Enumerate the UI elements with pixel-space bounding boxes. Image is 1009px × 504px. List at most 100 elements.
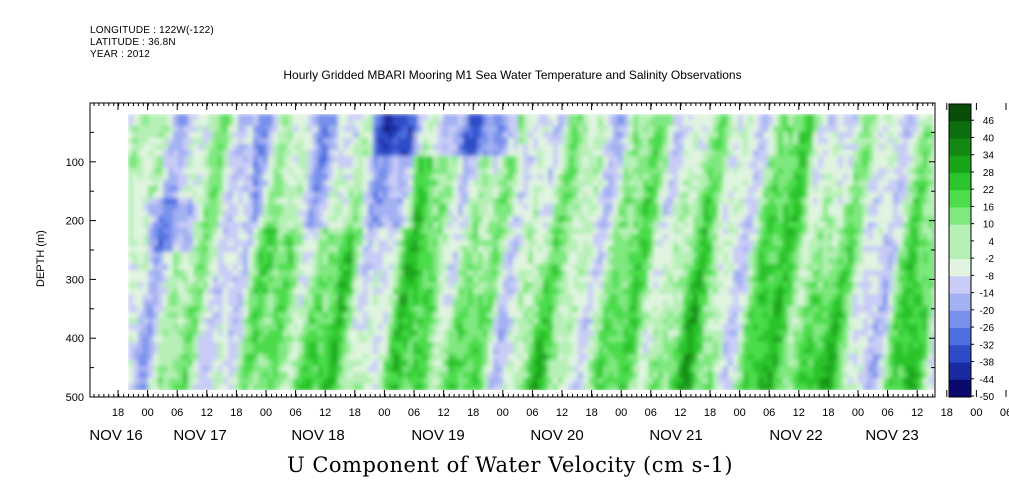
heat-cell bbox=[263, 288, 269, 295]
heat-cell bbox=[278, 192, 284, 199]
heat-cell bbox=[443, 240, 449, 247]
heat-cell bbox=[303, 198, 309, 205]
heat-cell bbox=[548, 150, 554, 157]
heat-cell bbox=[323, 180, 329, 187]
heat-cell bbox=[168, 126, 174, 133]
heat-cell bbox=[283, 366, 289, 373]
heat-cell bbox=[373, 174, 379, 181]
heat-cell bbox=[618, 276, 624, 283]
heat-cell bbox=[248, 156, 254, 163]
heat-cell bbox=[148, 222, 154, 229]
heat-cell bbox=[308, 246, 314, 253]
heat-cell bbox=[228, 258, 234, 265]
heat-cell bbox=[183, 282, 189, 289]
heat-cell bbox=[253, 360, 259, 367]
heat-cell bbox=[463, 378, 469, 385]
heat-cell bbox=[493, 192, 499, 199]
heat-cell bbox=[583, 300, 589, 307]
heat-cell bbox=[428, 240, 434, 247]
heat-cell bbox=[298, 252, 304, 259]
heat-cell bbox=[368, 330, 374, 337]
heat-cell bbox=[523, 132, 529, 139]
heat-cell bbox=[278, 342, 284, 349]
heat-cell bbox=[443, 288, 449, 295]
heat-cell bbox=[438, 174, 444, 181]
heat-cell bbox=[553, 252, 559, 259]
heat-cell bbox=[603, 168, 609, 175]
heat-cell bbox=[478, 330, 484, 337]
heat-cell bbox=[148, 336, 154, 343]
heat-cell bbox=[603, 246, 609, 253]
heat-cell bbox=[398, 318, 404, 325]
heat-cell bbox=[593, 282, 599, 289]
heat-cell bbox=[453, 198, 459, 205]
heat-cell bbox=[648, 198, 654, 205]
heat-cell bbox=[633, 276, 639, 283]
heat-cell bbox=[408, 240, 414, 247]
heat-cell bbox=[318, 180, 324, 187]
heat-cell bbox=[548, 132, 554, 139]
heat-cell bbox=[253, 378, 259, 385]
heat-cell bbox=[133, 360, 139, 367]
heat-cell bbox=[498, 156, 504, 163]
heat-cell bbox=[148, 144, 154, 151]
heat-cell bbox=[243, 306, 249, 313]
heat-cell bbox=[168, 258, 174, 265]
heat-cell bbox=[183, 288, 189, 295]
heat-cell bbox=[418, 246, 424, 253]
heat-cell bbox=[208, 288, 214, 295]
heat-cell bbox=[638, 222, 644, 229]
heat-cell bbox=[453, 264, 459, 271]
heat-cell bbox=[263, 228, 269, 235]
heat-cell bbox=[353, 198, 359, 205]
heat-cell bbox=[463, 228, 469, 235]
heat-cell bbox=[223, 180, 229, 187]
heat-cell bbox=[633, 324, 639, 331]
heat-cell bbox=[328, 324, 334, 331]
heat-cell bbox=[348, 288, 354, 295]
heat-cell bbox=[638, 282, 644, 289]
heat-cell bbox=[393, 360, 399, 367]
heat-cell bbox=[248, 342, 254, 349]
heat-cell bbox=[563, 114, 569, 121]
heat-cell bbox=[443, 264, 449, 271]
heat-cell bbox=[498, 174, 504, 181]
heat-cell bbox=[368, 210, 374, 217]
heat-cell bbox=[538, 354, 544, 361]
heat-cell bbox=[228, 270, 234, 277]
heat-cell bbox=[448, 330, 454, 337]
heat-cell bbox=[583, 168, 589, 175]
heat-cell bbox=[513, 156, 519, 163]
heat-cell bbox=[338, 366, 344, 373]
heat-cell bbox=[518, 288, 524, 295]
heat-cell bbox=[473, 144, 479, 151]
heat-cell bbox=[658, 360, 664, 367]
heat-cell bbox=[603, 354, 609, 361]
heat-cell bbox=[368, 216, 374, 223]
heat-cell bbox=[153, 348, 159, 355]
heat-cell bbox=[473, 162, 479, 169]
heat-cell bbox=[178, 168, 184, 175]
heat-cell bbox=[293, 126, 299, 133]
heat-cell bbox=[353, 372, 359, 379]
heat-cell bbox=[148, 234, 154, 241]
heat-cell bbox=[323, 384, 329, 390]
heat-cell bbox=[483, 378, 489, 385]
heat-cell bbox=[543, 138, 549, 145]
heat-cell bbox=[283, 288, 289, 295]
heat-cell bbox=[133, 384, 139, 390]
heat-cell bbox=[588, 120, 594, 127]
heat-cell bbox=[133, 234, 139, 241]
heat-cell bbox=[213, 198, 219, 205]
heat-cell bbox=[363, 246, 369, 253]
heat-cell bbox=[238, 210, 244, 217]
heat-cell bbox=[263, 360, 269, 367]
heat-cell bbox=[638, 126, 644, 133]
heat-cell bbox=[478, 336, 484, 343]
heat-cell bbox=[543, 198, 549, 205]
heat-cell bbox=[278, 150, 284, 157]
heat-cell bbox=[498, 330, 504, 337]
heat-cell bbox=[323, 270, 329, 277]
heat-cell bbox=[598, 336, 604, 343]
heat-cell bbox=[513, 150, 519, 157]
